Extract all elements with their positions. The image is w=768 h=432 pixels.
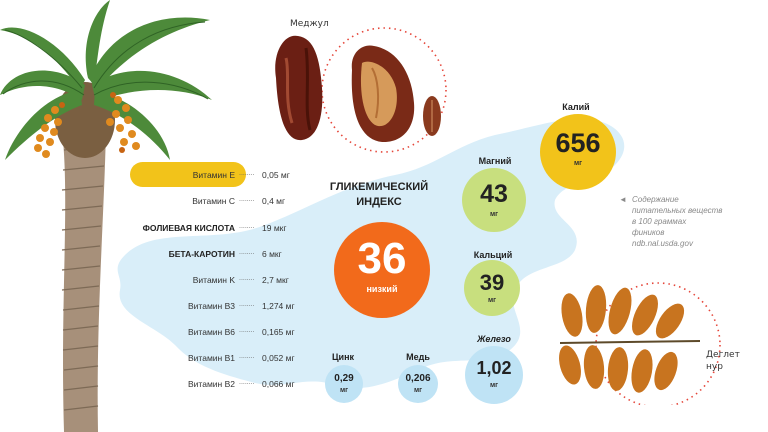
deglet-noor-dates-image [559,282,721,405]
vitamin-name: Витамин B2 [188,379,235,389]
source-note-line: Содержание [632,195,679,204]
magnesium-label: Магний [478,156,512,166]
magnesium-value: 43 [480,180,508,208]
vitamin-row: Витамин B2 ........ 0,066 мг [130,375,345,393]
vitamin-value: 0,05 мг [262,170,290,180]
vitamin-dots: ........ [239,301,255,308]
vitamin-row: ФОЛИЕВАЯ КИСЛОТА ........ 19 мкг [130,219,345,237]
note-arrow-icon: ◄ [619,195,627,204]
vitamin-row: Витамин B1 ........ 0,052 мг [130,349,345,367]
calcium-circle: 39 мг [464,260,520,316]
vitamin-dots: ........ [239,275,255,282]
vitamin-value: 6 мкг [262,249,282,259]
zinc-unit: мг [339,387,349,394]
copper-value: 0,206 [405,373,431,384]
glycemic-title-line2: ИНДЕКС [356,196,402,208]
iron-unit: мг [489,382,499,389]
source-note: Содержание питательных веществ в 100 гра… [632,194,762,249]
glycemic-index-title: ГЛИКЕМИЧЕСКИЙ ИНДЕКС [320,180,438,210]
copper-unit: мг [413,387,423,394]
calcium-unit: мг [487,297,497,304]
source-note-line: питательных веществ [632,206,723,215]
calcium-value: 39 [479,270,505,295]
vitamin-name: Витамин K [192,275,235,285]
vitamin-value: 0,4 мг [262,196,286,206]
vitamin-name: Витамин B6 [188,327,235,337]
potassium-label: Калий [562,102,590,112]
glycemic-index-circle: 36 низкий [334,222,430,318]
source-note-line: фиников [632,228,665,237]
vitamin-dots: ........ [239,327,255,334]
zinc-circle: 0,29 мг [325,365,363,403]
deglet-noor-label-line1: Деглет [706,350,740,360]
vitamin-dots: ........ [239,379,255,386]
vitamin-row: Витамин B3 ........ 1,274 мг [130,297,345,315]
vitamin-dots: ........ [239,170,255,177]
vitamin-highlight-pill [130,162,246,187]
potassium-unit: мг [573,160,583,167]
vitamin-row: Витамин K ........ 2,7 мкг [130,271,345,289]
copper-circle: 0,206 мг [398,365,438,403]
vitamin-value: 0,066 мг [262,379,295,389]
vitamin-name: Витамин C [192,196,235,206]
source-note-line: в 100 граммах [632,217,687,226]
glycemic-title-line1: ГЛИКЕМИЧЕСКИЙ [329,181,429,193]
vitamin-value: 2,7 мкг [262,275,289,285]
glycemic-index-label: низкий [366,284,398,294]
zinc-value: 0,29 [334,373,354,384]
zinc-label: Цинк [331,352,355,362]
magnesium-unit: мг [489,211,499,218]
glycemic-index-value: 36 [357,234,407,283]
iron-circle: 1,02 мг [465,346,523,404]
vitamin-name: БЕТА-КАРОТИН [168,249,235,259]
vitamin-dots: ........ [239,353,255,360]
vitamin-dots: ........ [239,223,255,230]
vitamin-dots: ........ [239,249,255,256]
vitamin-dots: ........ [239,196,255,203]
vitamin-value: 0,052 мг [262,353,295,363]
iron-label: Железо [477,334,511,344]
copper-label: Медь [406,352,430,362]
vitamin-value: 19 мкг [262,223,287,233]
vitamin-name: Витамин E [192,170,235,180]
vitamin-name: ФОЛИЕВАЯ КИСЛОТА [142,223,235,233]
calcium-label: Кальций [473,250,513,260]
medjool-dates-image [275,27,447,153]
potassium-circle: 656 мг [540,114,616,190]
vitamin-name: Витамин B1 [188,353,235,363]
vitamin-row: БЕТА-КАРОТИН ........ 6 мкг [130,245,345,263]
vitamin-name: Витамин B3 [188,301,235,311]
iron-value: 1,02 [476,358,512,378]
vitamin-row: Витамин B6 ........ 0,165 мг [130,323,345,341]
vitamin-value: 0,165 мг [262,327,295,337]
vitamin-row: Витамин E ........ 0,05 мг [130,166,345,184]
palm-tree-illustration [0,0,212,432]
source-note-line: ndb.nal.usda.gov [632,239,693,248]
vitamin-value: 1,274 мг [262,301,295,311]
vitamin-row: Витамин C ........ 0,4 мг [130,192,345,210]
deglet-noor-label-line2: нур [706,362,723,372]
medjool-label: Меджул [290,19,329,29]
magnesium-circle: 43 мг [462,168,526,232]
potassium-value: 656 [555,128,601,158]
